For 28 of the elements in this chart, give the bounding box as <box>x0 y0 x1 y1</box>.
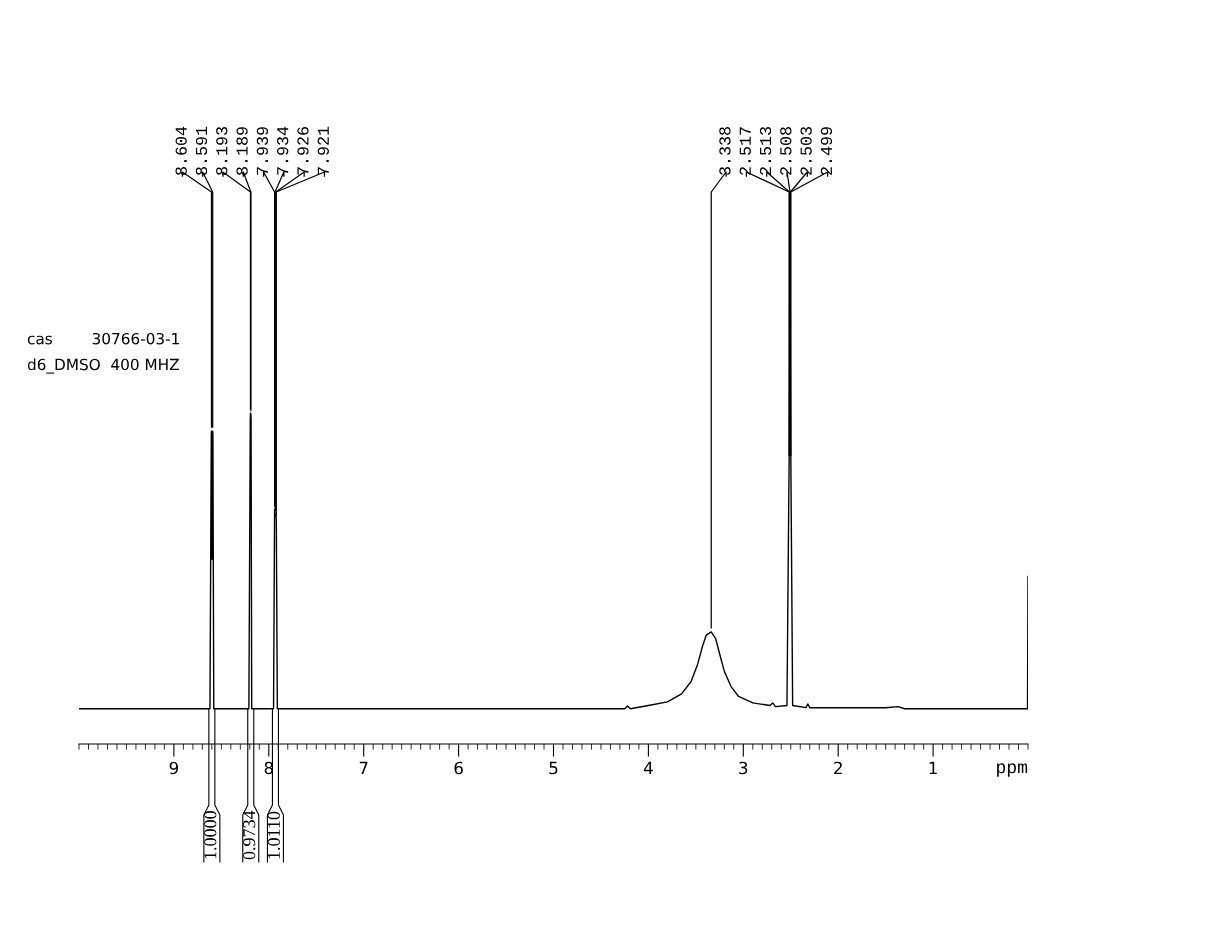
annotation: 7.939 <box>256 127 269 175</box>
annotation: 8.189 <box>236 127 248 175</box>
annotation: 7.921 <box>317 126 329 175</box>
annotation: 2.517 <box>739 127 751 175</box>
annotation: cas 30766-03-1 <box>27 332 179 345</box>
x-tick-label: 2 <box>834 761 842 775</box>
annotation: 3.338 <box>719 127 731 175</box>
x-tick-label: 4 <box>643 761 653 775</box>
annotation: 2.513 <box>759 127 772 175</box>
x-tick-label: 5 <box>549 761 558 775</box>
annotation: 2.503 <box>800 127 812 175</box>
x-tick-label: 3 <box>739 761 748 775</box>
annotation: 0.9734 <box>243 810 256 860</box>
annotation: 2.499 <box>820 127 833 175</box>
annotation: d6_DMSO 400 MHZ <box>27 358 179 374</box>
annotation: 7.934 <box>277 126 289 175</box>
annotation: 8.604 <box>175 126 187 175</box>
x-tick-label: 6 <box>454 761 463 775</box>
annotation: 8.591 <box>195 126 208 175</box>
annotation: 1.0110 <box>267 811 281 859</box>
x-tick-label: 9 <box>169 761 179 775</box>
x-tick-label: 7 <box>359 761 368 775</box>
annotation: 7.926 <box>297 127 309 175</box>
x-axis-title: ppm <box>997 763 1028 777</box>
annotation: 8.193 <box>216 127 228 175</box>
x-tick-label: 1 <box>929 761 937 775</box>
annotation: 2.508 <box>780 127 792 175</box>
annotation: 1.0000 <box>204 811 217 859</box>
